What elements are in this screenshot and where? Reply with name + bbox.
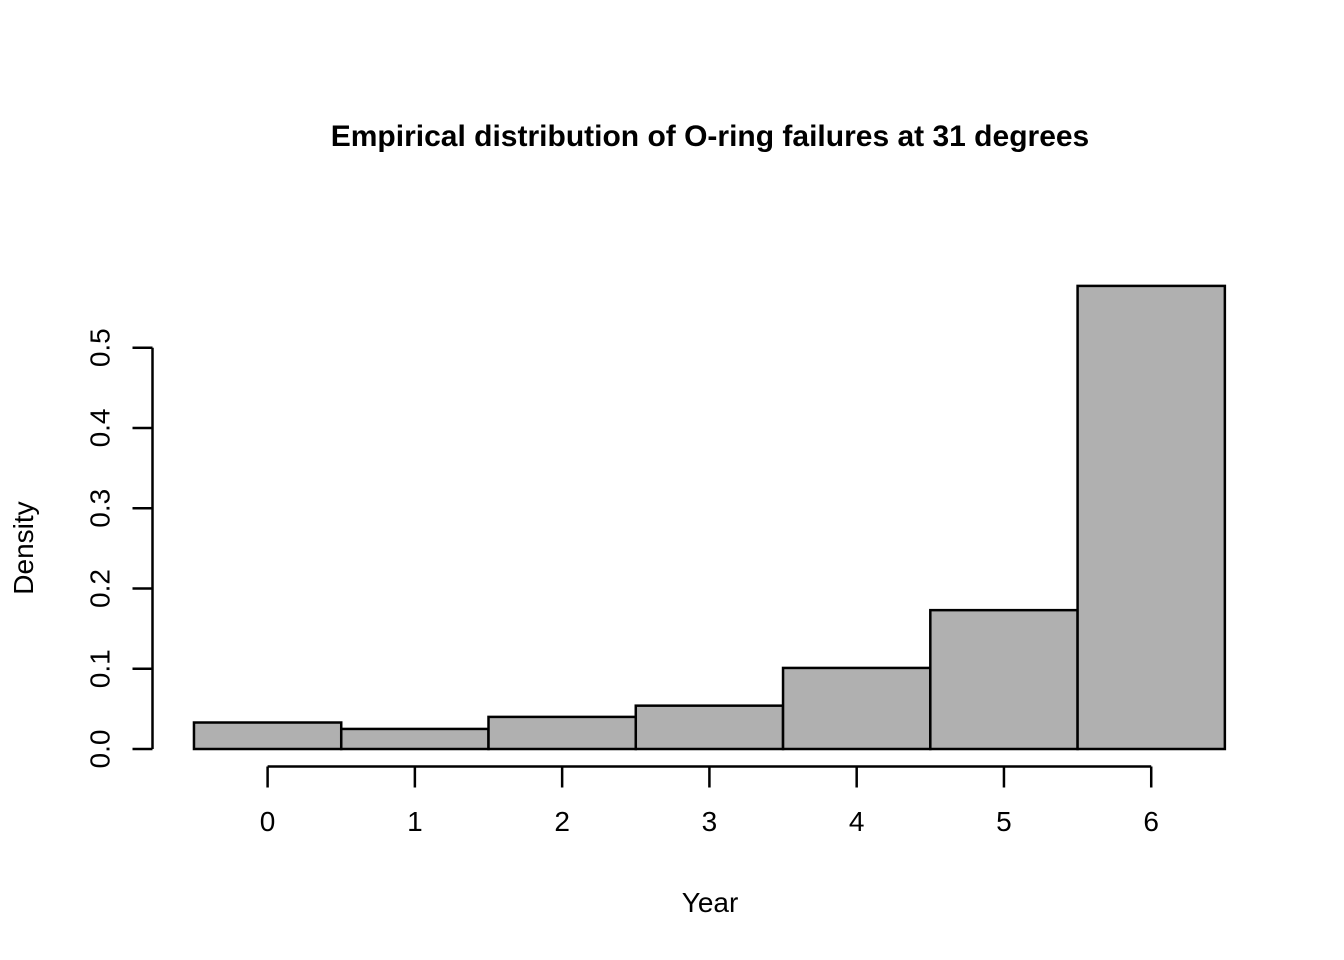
y-axis-label: Density (8, 501, 39, 595)
x-axis-tick-label: 4 (849, 806, 865, 837)
histogram-bar (929, 608, 1079, 751)
histogram-bar (487, 715, 638, 751)
x-axis-tick-label: 1 (407, 806, 423, 837)
y-axis-tick-label: 0.2 (85, 569, 116, 608)
y-axis-tick-label: 0.1 (85, 649, 116, 688)
x-axis-label: Year (681, 887, 739, 918)
y-axis-tick-label: 0.0 (85, 730, 116, 769)
x-axis-tick-label: 6 (1143, 806, 1159, 837)
histogram-bar (339, 727, 490, 751)
histogram-bar (192, 721, 343, 751)
y-axis-tick-label: 0.3 (85, 489, 116, 528)
histogram-bar (1076, 284, 1227, 751)
x-axis-tick-label: 0 (260, 806, 276, 837)
x-axis-tick-label: 2 (554, 806, 570, 837)
y-axis-tick-label: 0.4 (85, 408, 116, 447)
histogram-bar (781, 666, 932, 751)
x-axis-tick-label: 5 (996, 806, 1012, 837)
x-axis-tick-label: 3 (702, 806, 718, 837)
chart-title: Empirical distribution of O-ring failure… (330, 120, 1090, 153)
histogram-bar (634, 704, 785, 751)
y-axis-tick-label: 0.5 (85, 328, 116, 367)
